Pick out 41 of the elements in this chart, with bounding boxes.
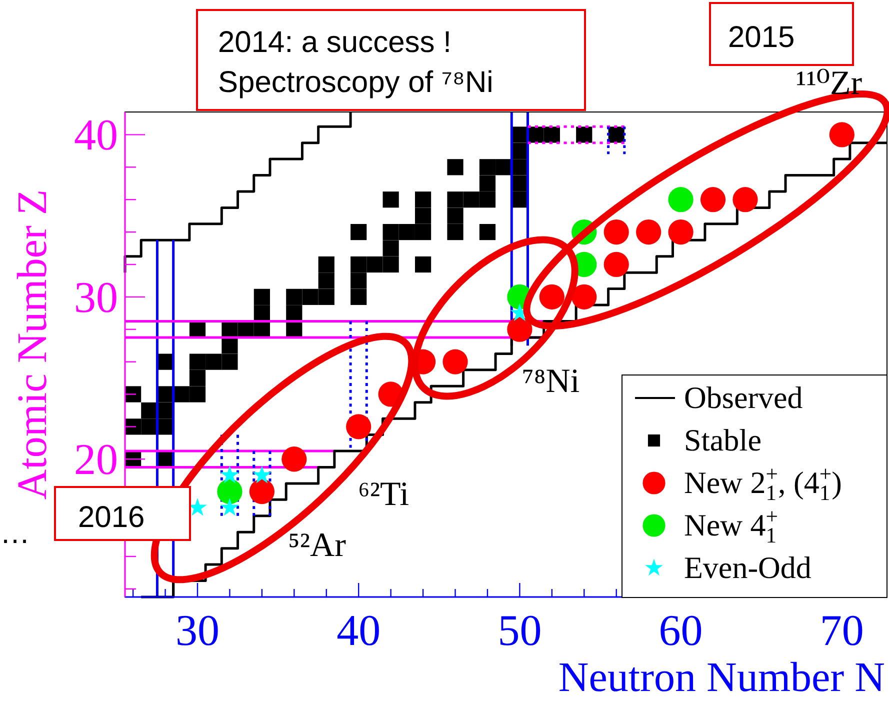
point — [539, 284, 564, 310]
point — [668, 219, 694, 245]
legend-label: Observed — [684, 380, 804, 415]
point — [252, 465, 272, 484]
x-tick-label: 30 — [175, 606, 220, 655]
annotation: 2016 — [78, 501, 145, 534]
point — [604, 219, 629, 245]
annotation: ⁵²Ar — [288, 527, 347, 564]
point — [829, 122, 854, 148]
point — [442, 349, 468, 374]
point — [572, 284, 597, 310]
annotation: ⁷⁸Ni — [522, 363, 580, 400]
point — [217, 479, 242, 504]
y-tick-label: 40 — [74, 110, 118, 160]
x-tick-label: 70 — [820, 606, 864, 655]
y-tick-label: 30 — [74, 272, 118, 322]
point — [700, 187, 726, 212]
point — [220, 498, 240, 516]
x-tick-label: 40 — [336, 606, 381, 655]
legend-label: Stable — [684, 422, 762, 458]
x-tick-label: 60 — [658, 606, 703, 655]
point — [282, 446, 307, 472]
point — [636, 219, 662, 245]
point — [604, 252, 629, 278]
y-tick-label: 20 — [74, 435, 118, 484]
y-axis-title: Atomic Number Z — [10, 189, 56, 500]
legend-label: Even-Odd — [684, 550, 812, 585]
point — [346, 414, 372, 440]
text: ¹¹⁰Zr — [796, 65, 863, 102]
text: 2014: a success ! Spectroscopy of ⁷⁸Ni — [218, 26, 494, 99]
x-axis-title: Neutron Number N — [558, 655, 885, 701]
annotation: ⁶²Ti — [358, 476, 410, 513]
text: 2015 — [728, 21, 795, 54]
point — [732, 187, 758, 212]
legend-label: New 2$_{1}$$^{+}$, (4$_{1}$$^{+}$) — [684, 462, 842, 505]
x-tick-label: 50 — [498, 606, 542, 655]
point — [220, 465, 240, 484]
point — [249, 479, 274, 504]
point — [507, 316, 532, 342]
text: … — [0, 517, 30, 550]
point — [668, 187, 694, 212]
